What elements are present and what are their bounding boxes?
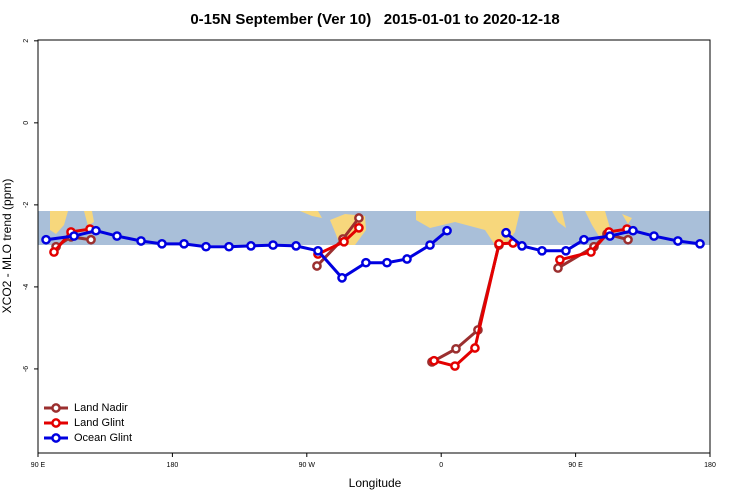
map-land — [50, 211, 632, 245]
point — [537, 245, 547, 256]
x-tick-label: 0 — [439, 462, 443, 469]
point — [579, 234, 589, 245]
x-tick-label: 90 E — [31, 462, 46, 469]
legend-marker — [51, 433, 61, 443]
point — [470, 343, 480, 353]
legend-label: Land Nadir — [74, 402, 128, 414]
point — [246, 241, 256, 251]
point — [354, 222, 364, 233]
point — [179, 238, 189, 249]
x-tick-label: 180 — [167, 462, 179, 469]
point — [673, 236, 683, 246]
point — [450, 361, 460, 371]
point — [623, 234, 633, 245]
point — [561, 245, 571, 256]
point — [649, 231, 659, 241]
point — [451, 343, 461, 354]
legend-marker — [51, 403, 61, 413]
point — [291, 241, 301, 251]
y-tick-label: 2 — [23, 39, 30, 43]
x-tick-label: 90 E — [568, 462, 583, 469]
point — [112, 231, 122, 241]
point — [312, 261, 322, 271]
point — [442, 225, 452, 236]
legend-label: Ocean Glint — [74, 432, 132, 444]
point — [337, 273, 347, 283]
point — [555, 254, 565, 265]
point — [224, 241, 234, 252]
point — [201, 241, 211, 252]
plot-frame — [37, 39, 711, 454]
point — [628, 225, 638, 236]
point — [429, 355, 439, 366]
point — [86, 234, 96, 245]
point — [268, 240, 278, 250]
point — [136, 236, 146, 246]
point — [695, 238, 705, 249]
legend-label: Land Glint — [74, 417, 124, 429]
point — [553, 263, 563, 273]
point — [605, 231, 615, 241]
chart-title: 0-15N September (Ver 10) 2015-01-01 to 2… — [190, 11, 559, 28]
point — [586, 247, 596, 257]
point — [339, 236, 349, 247]
point — [313, 245, 323, 256]
point — [49, 247, 59, 257]
point — [402, 254, 412, 264]
point — [157, 238, 167, 249]
y-tick-label: -2 — [23, 202, 30, 208]
y-tick-label: -6 — [23, 366, 30, 372]
point — [425, 240, 435, 250]
point — [494, 238, 504, 249]
point — [361, 257, 371, 268]
y-tick-label: 0 — [23, 121, 30, 125]
point — [382, 257, 392, 268]
x-tick-label: 180 — [704, 462, 716, 469]
point — [69, 231, 79, 241]
point — [354, 213, 364, 223]
x-tick-label: 90 W — [299, 462, 316, 469]
y-tick-label: -4 — [23, 284, 30, 290]
point — [501, 227, 511, 238]
point — [41, 234, 51, 245]
y-axis-label: XCO2 - MLO trend (ppm) — [0, 179, 14, 314]
point — [91, 225, 101, 236]
legend-marker — [51, 418, 61, 428]
point — [517, 241, 527, 251]
x-axis-label: Longitude — [349, 476, 402, 490]
